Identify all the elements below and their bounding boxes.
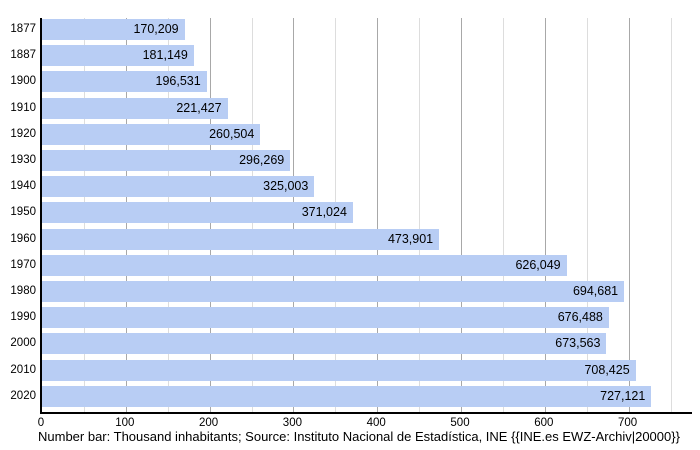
x-axis-tick-label: 0	[37, 417, 45, 429]
bar: 676,488	[42, 307, 609, 329]
bar-row: 708,425	[42, 359, 692, 381]
x-axis-tick-label: 400	[366, 417, 386, 429]
bar-value-label: 676,488	[557, 310, 603, 325]
bar-row: 727,121	[42, 385, 692, 407]
bar: 325,003	[42, 176, 315, 198]
bar-value-label: 181,149	[142, 48, 188, 63]
bar-row: 170,209	[42, 19, 692, 40]
bar-value-label: 473,901	[387, 231, 434, 246]
bar-value-label: 626,049	[515, 257, 561, 272]
major-gridline	[628, 18, 630, 412]
y-axis-year-label: 1940	[10, 180, 36, 193]
y-axis-year-label: 2000	[10, 337, 36, 350]
major-gridline	[544, 18, 546, 412]
y-axis-year-label: 1910	[10, 101, 36, 114]
bar: 260,504	[42, 123, 261, 145]
x-axis-tick-label: 600	[534, 417, 554, 429]
bar: 708,425	[42, 359, 636, 381]
y-axis-year-label: 2010	[10, 363, 36, 376]
bar-row: 196,531	[42, 71, 692, 93]
x-axis-tick-label: 700	[618, 417, 638, 429]
bar-row: 181,149	[42, 45, 692, 67]
bar: 221,427	[42, 97, 228, 119]
bar: 727,121	[42, 385, 652, 407]
minor-gridline	[586, 18, 588, 412]
y-axis-year-label: 1970	[10, 258, 36, 271]
x-axis-tick-label: 100	[115, 417, 135, 429]
x-axis-tick-label: 200	[199, 417, 219, 429]
x-axis-tick-label: 300	[282, 417, 302, 429]
bar-row: 325,003	[42, 176, 692, 198]
plot-area: 170,209 1877 181,149 1887 196,531 1900 221,427…	[10, 18, 692, 414]
minor-gridline	[419, 18, 421, 412]
bar-row: 673,563	[42, 333, 692, 355]
bar-row: 473,901	[42, 228, 692, 250]
bar-value-label: 673,563	[555, 336, 601, 351]
bar: 296,269	[42, 150, 291, 171]
bar-row: 260,504	[42, 123, 692, 145]
y-axis-year-label: 1877	[10, 23, 36, 35]
y-axis-year-label: 1900	[10, 75, 36, 88]
bar-row: 676,488	[42, 307, 692, 329]
minor-gridline	[670, 18, 672, 412]
y-axis-year-label: 1887	[10, 49, 36, 62]
y-axis-year-label: 1930	[10, 154, 36, 166]
bar-value-label: 196,531	[155, 74, 201, 89]
bar-value-label: 727,121	[600, 388, 646, 403]
major-gridline	[461, 18, 462, 412]
bar: 170,209	[42, 19, 185, 40]
bar-value-label: 170,209	[133, 22, 179, 36]
chart-caption: Number bar: Thousand inhabitants; Source…	[38, 429, 680, 444]
bar-row: 371,024	[42, 202, 692, 224]
x-axis-tick-label: 500	[450, 417, 470, 429]
bar-row: 221,427	[42, 97, 692, 119]
bar-value-label: 371,024	[301, 205, 347, 220]
bar: 196,531	[42, 71, 207, 93]
bar: 371,024	[42, 202, 353, 224]
bar-row: 296,269	[42, 150, 692, 171]
bar-row: 626,049	[42, 254, 692, 276]
minor-gridline	[502, 18, 504, 412]
bar: 626,049	[42, 254, 567, 276]
bar: 694,681	[42, 281, 625, 302]
bar-row: 694,681	[42, 281, 692, 302]
y-axis-year-label: 1990	[10, 311, 36, 324]
y-axis-year-label: 1950	[10, 206, 36, 219]
y-axis-year-label: 2020	[10, 389, 36, 402]
bar-value-label: 296,269	[239, 153, 285, 167]
bar-value-label: 708,425	[584, 362, 630, 377]
bar-value-label: 325,003	[263, 179, 309, 194]
y-axis-year-label: 1960	[10, 232, 36, 245]
bar-value-label: 260,504	[209, 126, 255, 141]
major-gridline	[377, 18, 379, 412]
bar-value-label: 694,681	[572, 284, 619, 298]
y-axis-year-label: 1920	[10, 127, 36, 140]
bar: 673,563	[42, 333, 607, 355]
bar-value-label: 221,427	[176, 100, 222, 115]
bar: 473,901	[42, 228, 440, 250]
bar: 181,149	[42, 45, 194, 67]
y-axis-year-label: 1980	[10, 285, 36, 297]
